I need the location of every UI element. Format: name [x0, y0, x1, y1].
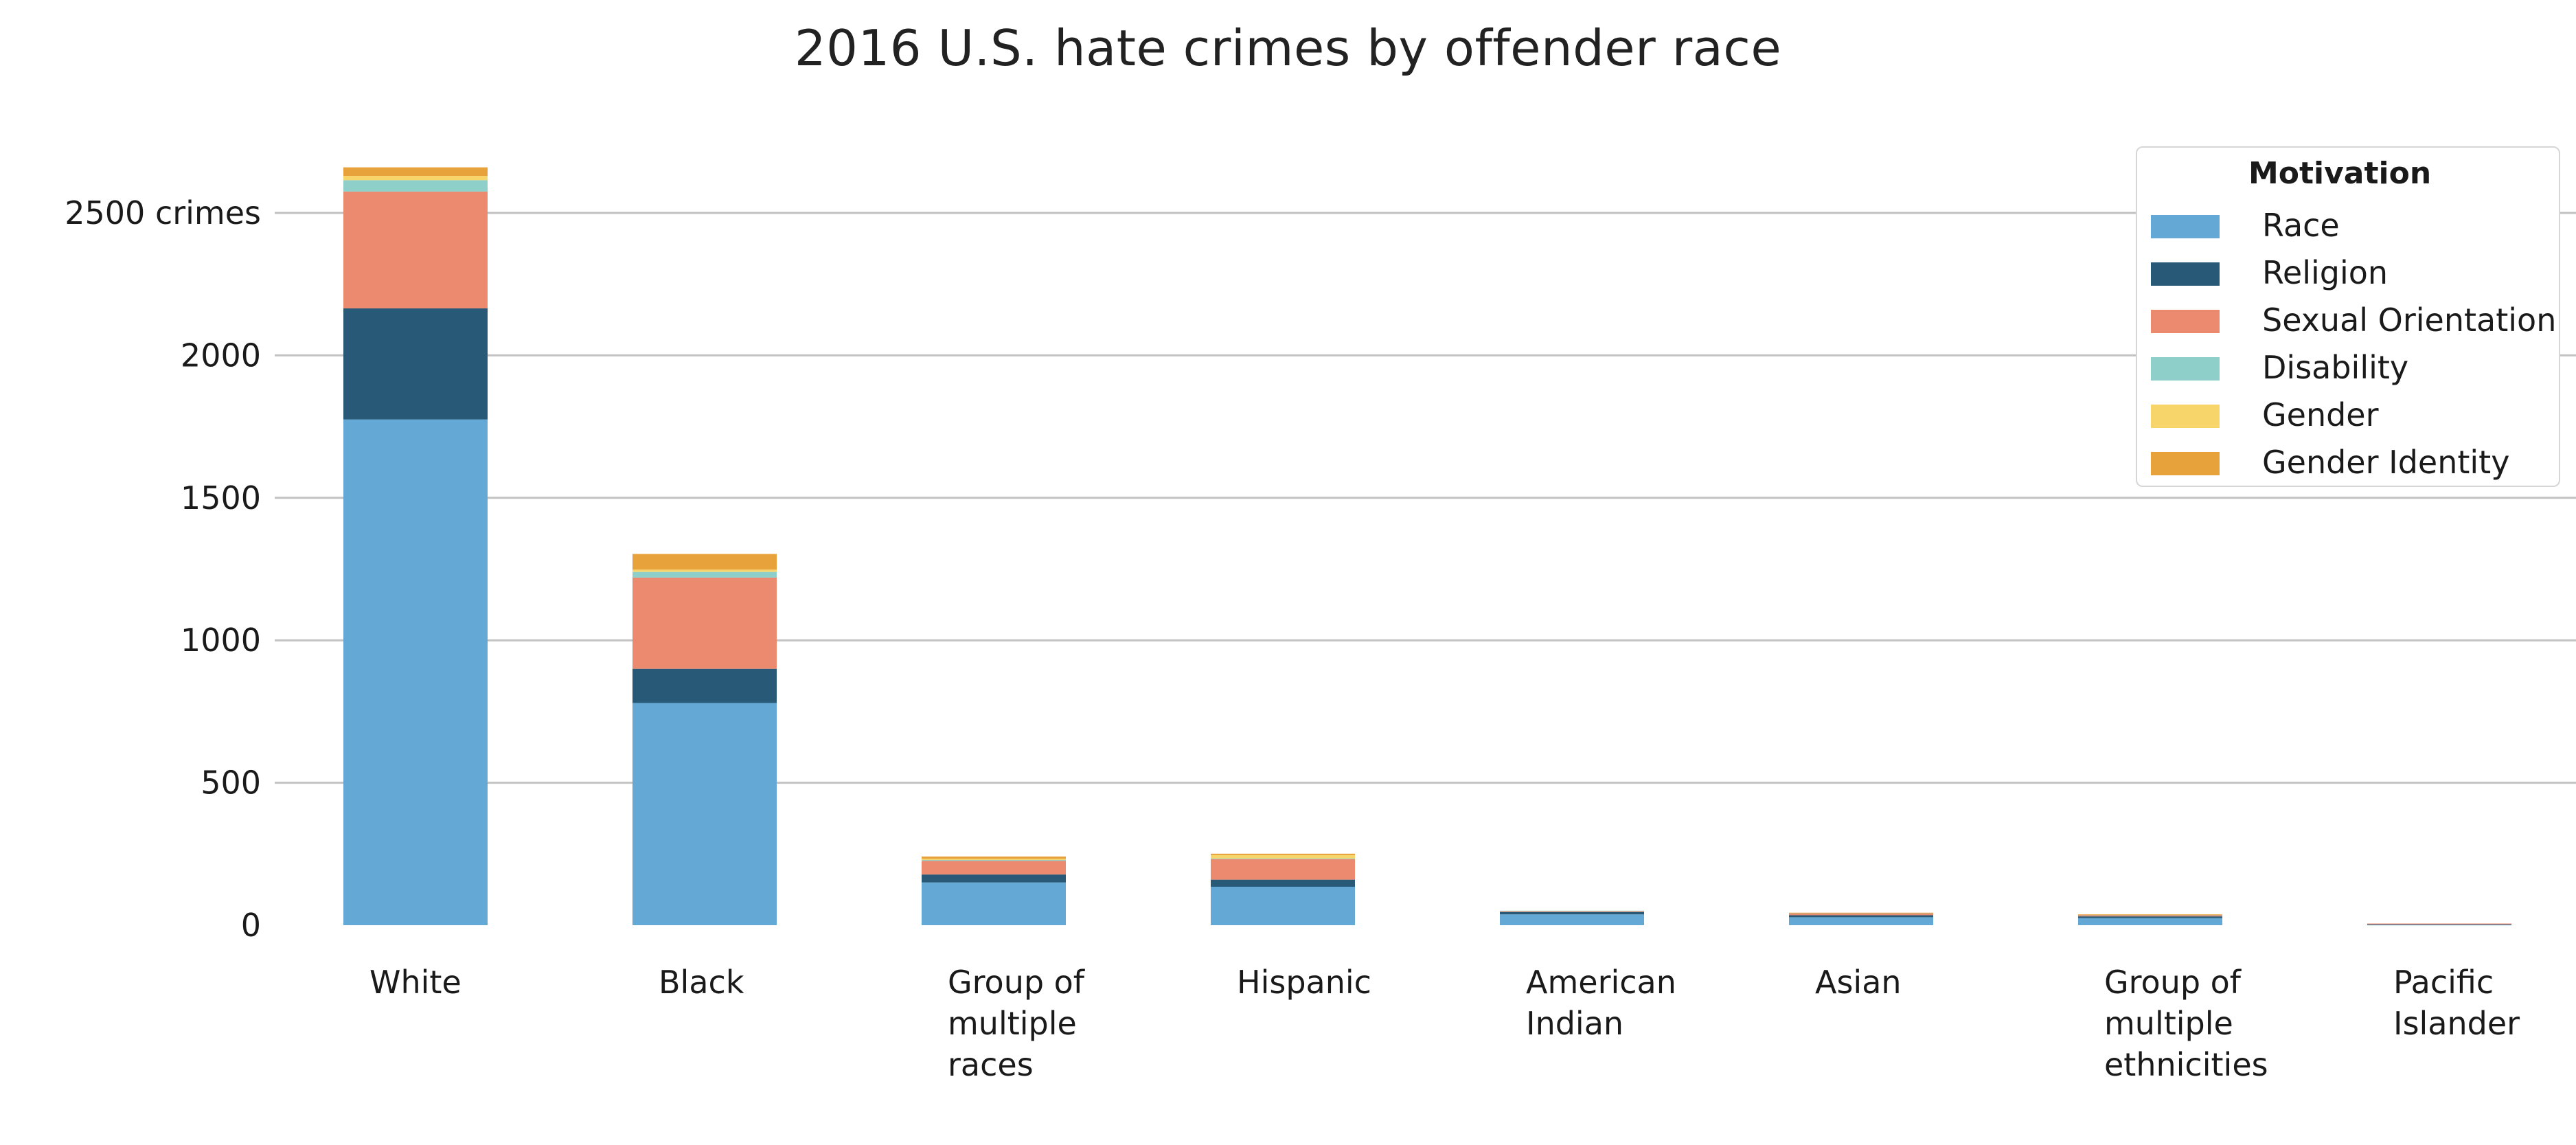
bar-segment-race: [1789, 917, 1933, 925]
legend-swatch: [2151, 262, 2220, 286]
legend-label: Gender: [2262, 396, 2379, 433]
y-tick-label: 500: [201, 764, 261, 802]
bar-segment-sexual-orientation: [632, 577, 777, 669]
bar-segment-religion: [632, 668, 777, 703]
legend-label: Gender Identity: [2262, 444, 2510, 481]
bar-segment-sexual-orientation: [1500, 911, 1644, 912]
chart-title: 2016 U.S. hate crimes by offender race: [794, 19, 1782, 77]
x-tick-label: American Indian: [1526, 964, 1676, 1042]
y-tick-label: 1000: [181, 622, 261, 659]
bar-segment-race: [343, 419, 488, 925]
legend-label: Religion: [2262, 254, 2389, 291]
bar-segment-religion: [1500, 911, 1644, 915]
legend-item-race: Race: [2151, 205, 2556, 247]
y-tick-label: 2000: [181, 337, 261, 374]
bar-segment-disability: [922, 860, 1066, 861]
legend-swatch: [2151, 215, 2220, 238]
legend-swatch: [2151, 405, 2220, 428]
x-axis-ticks: White Black Group of multiple races Hispanic A…: [369, 964, 2520, 1083]
bar-segment-sexual-orientation: [2367, 923, 2511, 925]
legend-item-disability: Disability: [2151, 348, 2556, 389]
bar-segment-gender: [632, 569, 777, 572]
x-tick-label: Pacific Islander: [2393, 964, 2520, 1042]
bar-segment-religion: [1789, 915, 1933, 918]
bar-segment-gender-identity: [1211, 853, 1355, 855]
bar-segment-sexual-orientation: [1789, 913, 1933, 916]
legend-item-gender: Gender: [2151, 395, 2556, 436]
bars: [343, 167, 2511, 926]
x-tick-label: Hispanic: [1237, 964, 1371, 1001]
legend-swatch: [2151, 452, 2220, 475]
x-tick-label: White: [369, 964, 461, 1001]
bar-segment-race: [922, 882, 1066, 925]
bar-segment-sexual-orientation: [1211, 859, 1355, 880]
bar-segment-race: [632, 703, 777, 925]
bar-segment-sexual-orientation: [2078, 915, 2222, 917]
bar-segment-religion: [922, 874, 1066, 883]
legend-label: Sexual Orientation: [2262, 302, 2557, 339]
bar-segment-sexual-orientation: [922, 861, 1066, 875]
bar-segment-religion: [1211, 879, 1355, 887]
bar-segment-race: [1500, 914, 1644, 925]
bar-segment-gender-identity: [922, 857, 1066, 859]
legend-label: Race: [2262, 207, 2340, 244]
bar-segment-gender-identity: [632, 554, 777, 570]
legend-swatch: [2151, 357, 2220, 381]
x-tick-label: Black: [659, 964, 744, 1001]
bar-segment-race: [1211, 887, 1355, 925]
bar-segment-disability: [343, 180, 488, 192]
legend-item-gender-identity: Gender Identity: [2151, 442, 2556, 484]
bar-segment-gender-identity: [343, 167, 488, 177]
bar-segment-gender: [922, 859, 1066, 861]
bar-segment-gender-identity: [1789, 912, 1933, 914]
y-tick-label: 2500 crimes: [65, 194, 261, 231]
x-tick-label: Group of multiple races: [948, 964, 1086, 1083]
bar-segment-gender: [1211, 854, 1355, 859]
legend-title: Motivation: [2248, 156, 2432, 191]
bar-segment-race: [2078, 918, 2222, 925]
legend-label: Disability: [2262, 349, 2409, 386]
bar-segment-sexual-orientation: [343, 191, 488, 308]
legend-swatch: [2151, 310, 2220, 333]
x-tick-label: Group of multiple ethnicities: [2104, 964, 2268, 1083]
legend: Motivation Race Religion Sexual Orientatio…: [2136, 146, 2560, 487]
x-tick-label: Asian: [1815, 964, 1902, 1001]
y-tick-label: 0: [241, 907, 261, 944]
bar-segment-religion: [343, 308, 488, 420]
bar-segment-gender: [343, 176, 488, 181]
bar-segment-disability: [632, 571, 777, 578]
legend-item-sexual-orientation: Sexual Orientation: [2151, 300, 2556, 341]
legend-item-religion: Religion: [2151, 253, 2556, 294]
bar-segment-gender-identity: [2078, 914, 2222, 916]
bar-segment-religion: [2078, 916, 2222, 918]
y-tick-label: 1500: [181, 479, 261, 517]
y-axis-ticks: 0 500 1000 1500 2000 2500 crimes: [65, 194, 261, 944]
